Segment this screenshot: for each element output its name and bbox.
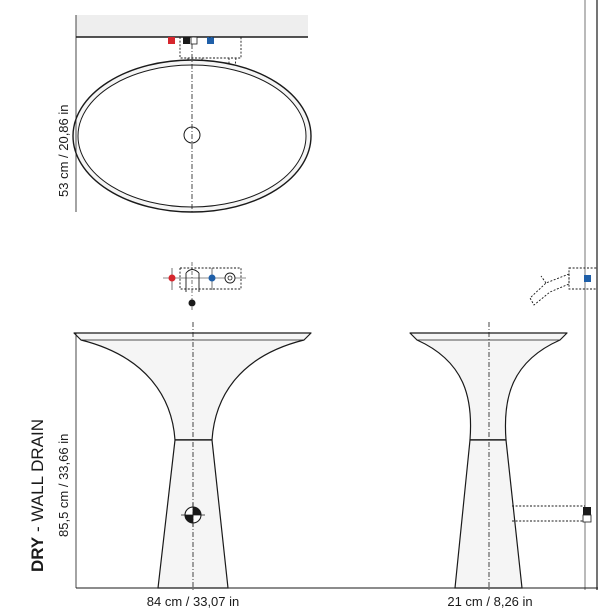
dim-label-pedestal-height: 85,5 cm / 33,66 in <box>56 434 71 537</box>
side-pedestal-column <box>454 439 523 589</box>
hot-tap-marker <box>168 37 175 44</box>
tap-front-view <box>163 262 246 310</box>
diagram-title: DRY - WALL DRAIN <box>28 419 47 572</box>
side-spout <box>529 273 570 306</box>
cold-tap-knob <box>208 274 216 282</box>
drain-pipe-outline <box>512 505 585 522</box>
mixer-marker <box>183 37 190 44</box>
side-view <box>409 0 598 590</box>
side-cold-marker <box>584 275 591 282</box>
front-basin-bowl <box>73 332 312 441</box>
tap-wall-box <box>179 267 242 290</box>
wall-top-view <box>76 15 308 37</box>
side-tap-box <box>568 267 598 290</box>
top-view <box>72 15 312 213</box>
mixer-knob <box>224 272 236 284</box>
drain-connector-black <box>583 507 591 515</box>
front-view <box>73 322 598 590</box>
wall-box-outline <box>179 36 242 59</box>
title-rest: - WALL DRAIN <box>28 419 47 537</box>
dim-label-depth: 21 cm / 8,26 in <box>447 594 532 609</box>
tap-outlet <box>188 299 196 307</box>
tap-spout <box>185 269 200 292</box>
dim-label-width: 84 cm / 33,07 in <box>147 594 240 609</box>
hot-tap-knob <box>168 274 176 282</box>
drain-connector-white <box>582 514 592 523</box>
title-bold: DRY <box>28 536 47 572</box>
side-basin-bowl <box>409 332 568 441</box>
dim-label-top-height: 53 cm / 20,86 in <box>56 105 71 198</box>
cold-tap-marker <box>207 37 214 44</box>
mixer-marker-white <box>190 36 198 45</box>
